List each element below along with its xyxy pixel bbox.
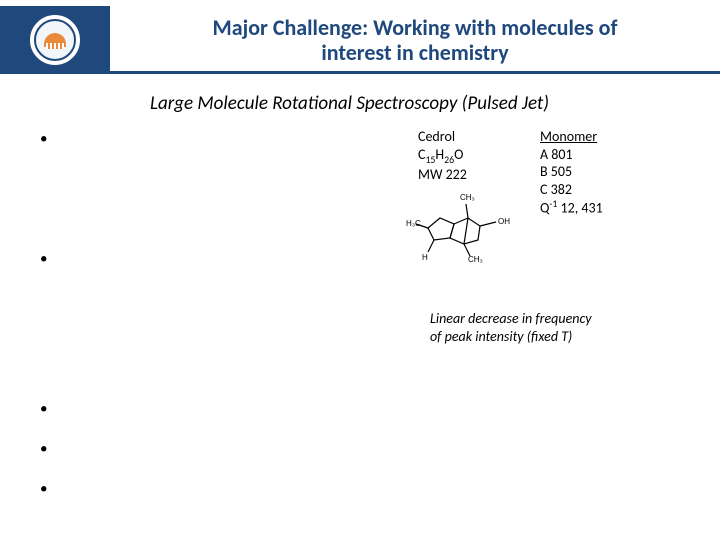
title-line-2: interest in chemistry — [321, 39, 508, 66]
label-h3c: H₃C — [406, 219, 421, 228]
slide-title: Major Challenge: Working with molecules … — [120, 8, 710, 72]
molecule-mw: MW 222 — [418, 166, 467, 184]
formula-c-sub: 15 — [425, 153, 435, 165]
monomer-header: Monomer — [540, 128, 603, 146]
seal-inner — [34, 19, 76, 61]
formula-tail: O — [454, 146, 463, 163]
label-oh: OH — [498, 217, 510, 226]
footnote-line-2: of peak intensity (fixed T) — [430, 328, 572, 345]
footnote-line-1: Linear decrease in frequency — [430, 310, 592, 327]
monomer-constants: Monomer A 801 B 505 C 382 Q-1 12, 431 — [540, 128, 603, 217]
university-seal-icon — [27, 12, 83, 68]
monomer-Q: Q-1 12, 431 — [540, 198, 603, 217]
q-label: Q — [540, 200, 549, 217]
logo-container — [0, 6, 110, 74]
label-ch3-top: CH₃ — [460, 193, 475, 202]
footnote: Linear decrease in frequency of peak int… — [430, 310, 592, 345]
formula-h-sub: 26 — [444, 153, 454, 165]
q-value: 12, 431 — [557, 200, 602, 217]
monomer-B: B 505 — [540, 163, 603, 181]
label-ch3-bottom: CH₃ — [468, 255, 483, 264]
cedrol-structure-icon: H₃C CH₃ OH CH₃ H — [406, 186, 516, 264]
title-line-1: Major Challenge: Working with molecules … — [213, 14, 618, 41]
slide-subtitle: Large Molecule Rotational Spectroscopy (… — [150, 92, 549, 115]
monomer-C: C 382 — [540, 181, 603, 199]
molecule-info: Cedrol C15H26O MW 222 — [418, 128, 467, 183]
monomer-A: A 801 — [540, 146, 603, 164]
molecule-name: Cedrol — [418, 128, 467, 146]
label-h: H — [422, 253, 428, 262]
rotunda-icon — [44, 33, 66, 47]
molecule-formula: C15H26O — [418, 146, 467, 166]
formula-h-pre: H — [435, 146, 444, 163]
